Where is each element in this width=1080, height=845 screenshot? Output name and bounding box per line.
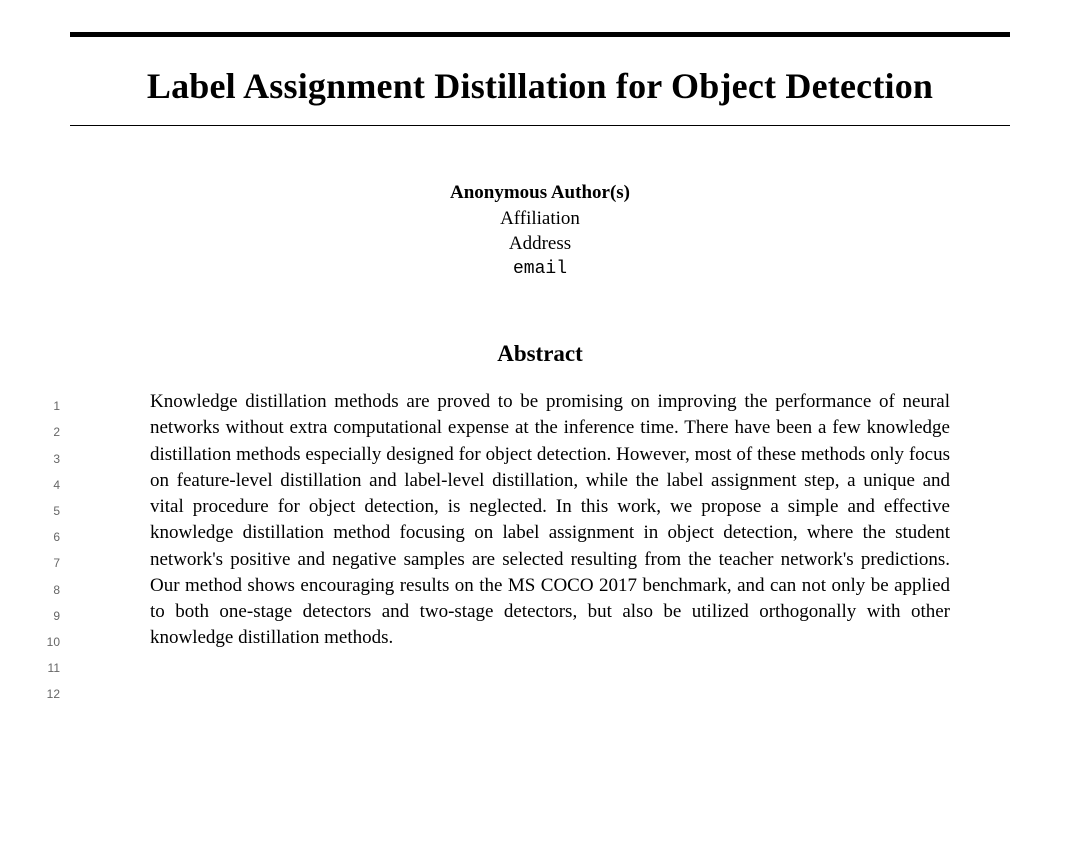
- abstract-text: Knowledge distillation methods are prove…: [150, 389, 950, 651]
- line-number: 10: [20, 629, 60, 655]
- author-affiliation: Affiliation: [60, 206, 1020, 232]
- line-number: 9: [20, 603, 60, 629]
- paper-page: Label Assignment Distillation for Object…: [0, 0, 1080, 651]
- abstract-block: 1 2 3 4 5 6 7 8 9 10 11 12 Knowledge dis…: [150, 389, 950, 651]
- paper-title: Label Assignment Distillation for Object…: [60, 65, 1020, 107]
- line-number: 6: [20, 524, 60, 550]
- line-number: 11: [20, 655, 60, 681]
- line-numbers: 1 2 3 4 5 6 7 8 9 10 11 12: [20, 389, 60, 707]
- line-number: 2: [20, 419, 60, 445]
- abstract-heading: Abstract: [60, 341, 1020, 367]
- author-name: Anonymous Author(s): [60, 180, 1020, 206]
- top-rule: [70, 32, 1010, 37]
- line-number: 4: [20, 472, 60, 498]
- line-number: 5: [20, 498, 60, 524]
- line-number: 3: [20, 446, 60, 472]
- title-underline: [70, 125, 1010, 126]
- line-number: 7: [20, 550, 60, 576]
- line-number: 12: [20, 681, 60, 707]
- line-number: 8: [20, 577, 60, 603]
- author-address: Address: [60, 231, 1020, 257]
- author-email: email: [60, 257, 1020, 281]
- line-number: 1: [20, 393, 60, 419]
- author-block: Anonymous Author(s) Affiliation Address …: [60, 180, 1020, 281]
